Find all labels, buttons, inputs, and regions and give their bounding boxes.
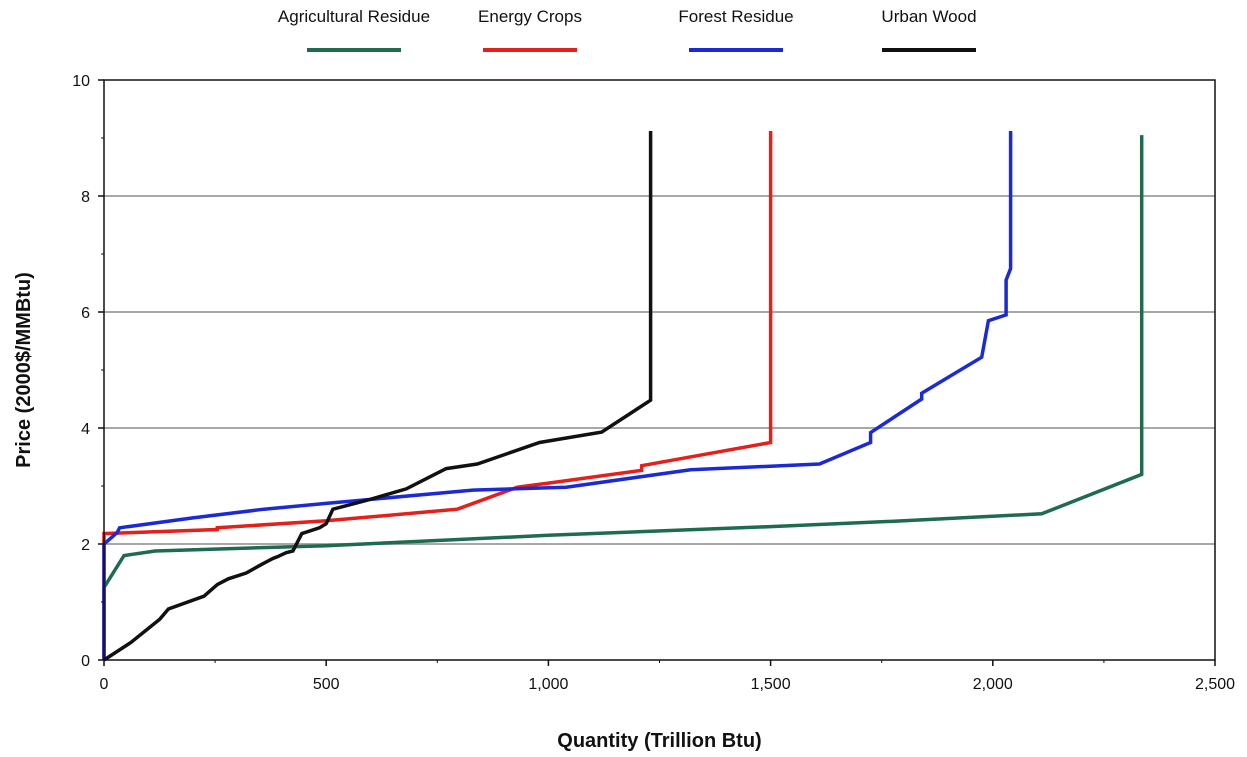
x-tick-label: 2,000 [973,676,1013,693]
legend-label-agricultural-residue: Agricultural Residue [278,7,430,26]
series-line-forest-residue [102,131,1013,660]
plot-frame [103,79,1216,661]
y-axis-title: Price (2000$/MMBtu) [13,272,35,468]
x-tick-label: 500 [313,676,340,693]
series-line-energy-crops [102,131,773,660]
x-tick-label: 1,000 [528,676,568,693]
legend: Agricultural Residue Energy Crops Forest R… [278,7,977,52]
x-tick-label: 0 [100,676,109,693]
x-axis-title: Quantity (Trillion Btu) [557,730,761,752]
y-tick-label: 6 [81,305,90,322]
legend-label-forest-residue: Forest Residue [678,7,793,26]
y-tick-label: 8 [81,189,90,206]
x-tick-label: 2,500 [1195,676,1235,693]
legend-label-urban-wood: Urban Wood [881,7,976,26]
y-tick-label: 2 [81,537,90,554]
series-line-urban-wood [103,131,653,662]
x-tick-label: 1,500 [751,676,791,693]
grid-layer [104,195,1215,545]
y-tick-label: 10 [72,73,90,90]
legend-label-energy-crops: Energy Crops [478,7,582,26]
series-layer [102,131,1144,662]
y-tick-label: 0 [81,653,90,670]
y-tick-label: 4 [81,421,90,438]
tick-layer: 0 2 4 6 8 10 0 500 1,000 1,500 2,000 2,500 [72,73,1235,693]
series-line-agricultural-residue [102,135,1144,660]
